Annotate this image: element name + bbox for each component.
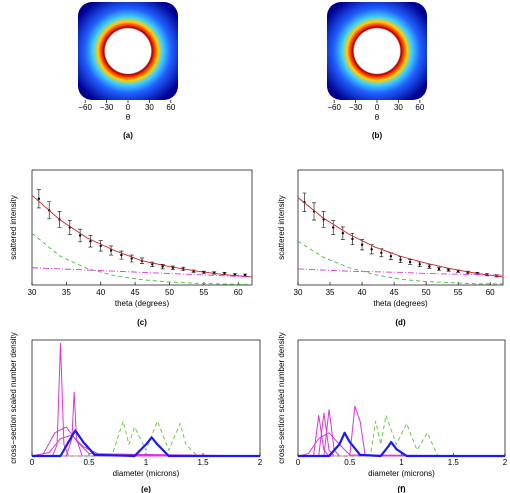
curve — [31, 426, 261, 457]
x-tick-label: 40 — [96, 288, 105, 297]
x-tick-label: 45 — [131, 288, 140, 297]
x-tick-label: 2 — [503, 458, 508, 467]
data-point — [89, 240, 92, 243]
curve — [32, 429, 260, 458]
x-tick-label: 2 — [258, 458, 263, 467]
x-tick-label: 55 — [199, 288, 208, 297]
data-point — [130, 257, 133, 260]
data-point — [99, 244, 102, 248]
curve — [297, 432, 506, 457]
x-tick-label: 1.5 — [197, 458, 209, 467]
x-tick-label: 1 — [144, 458, 149, 467]
data-point — [428, 265, 431, 268]
x-tick-label: 60 — [486, 288, 495, 297]
caption: (d) — [395, 318, 406, 327]
x-tick-label: 50 — [422, 288, 431, 297]
x-tick-label: 30 — [294, 288, 303, 297]
x-tick-label: −60 — [327, 103, 341, 112]
x-tick-label: 0 — [296, 458, 301, 467]
data-point — [360, 243, 364, 246]
data-point — [399, 258, 402, 261]
data-point — [437, 267, 441, 271]
x-axis-label: θ — [126, 113, 131, 122]
scatter-image — [78, 2, 178, 100]
curve — [31, 267, 253, 278]
data-point — [408, 260, 412, 264]
x-tick-label: 0 — [30, 458, 35, 467]
x-tick-label: 60 — [415, 103, 424, 112]
x-tick-label: 30 — [394, 103, 403, 112]
y-axis-label: scattered intensity — [277, 195, 286, 259]
curve — [31, 194, 253, 278]
x-tick-label: 0 — [126, 103, 131, 112]
data-point — [151, 263, 154, 266]
y-axis-label: cross−section scaled number density — [9, 332, 18, 463]
x-tick-label: 35 — [326, 288, 335, 297]
x-tick-label: 60 — [166, 103, 175, 112]
x-tick-label: 1 — [399, 458, 404, 467]
x-tick-label: 45 — [390, 288, 399, 297]
data-point — [389, 255, 393, 258]
data-point — [78, 234, 82, 237]
x-tick-label: 30 — [28, 288, 37, 297]
caption: (c) — [137, 318, 147, 327]
x-tick-label: −60 — [78, 103, 92, 112]
curve — [298, 414, 505, 457]
scatter-image — [327, 2, 427, 100]
curve — [32, 342, 260, 457]
data-point — [223, 272, 226, 275]
data-point — [243, 274, 247, 277]
x-tick-label: 0.5 — [83, 458, 95, 467]
curve — [297, 240, 503, 285]
curve — [297, 268, 504, 276]
x-tick-label: 50 — [165, 288, 174, 297]
plot-frame — [31, 169, 253, 286]
data-point — [447, 268, 450, 272]
x-tick-label: 35 — [62, 288, 71, 297]
plot-frame — [297, 339, 506, 457]
x-tick-label: 1.5 — [448, 458, 460, 467]
data-point — [161, 265, 164, 268]
caption: (e) — [141, 485, 151, 493]
curve — [297, 197, 504, 278]
curve — [298, 431, 505, 458]
caption: (a) — [123, 131, 133, 140]
x-axis-label: θ — [375, 113, 380, 122]
x-tick-label: −30 — [349, 103, 363, 112]
plot-frame — [297, 169, 504, 286]
data-point — [120, 253, 123, 257]
data-point — [37, 197, 41, 200]
data-point — [332, 226, 335, 229]
x-tick-label: 55 — [454, 288, 463, 297]
x-tick-label: 30 — [145, 103, 154, 112]
caption: (b) — [372, 131, 383, 140]
x-axis-label: diameter (microns) — [113, 469, 180, 478]
x-axis-label: theta (degrees) — [115, 299, 170, 308]
x-tick-label: 0 — [375, 103, 380, 112]
x-tick-label: 0.5 — [344, 458, 356, 467]
data-point — [341, 232, 345, 235]
data-point — [351, 237, 354, 241]
x-tick-label: −30 — [100, 103, 114, 112]
y-axis-label: cross−section scaled number density — [277, 332, 286, 463]
plot-frame — [31, 339, 261, 457]
x-tick-label: 40 — [358, 288, 367, 297]
y-axis-label: scattered intensity — [9, 195, 18, 259]
data-point — [370, 248, 373, 251]
x-axis-label: diameter (microns) — [368, 469, 435, 478]
data-point — [380, 251, 383, 254]
curve — [298, 412, 505, 457]
x-tick-label: 60 — [234, 288, 243, 297]
data-point — [418, 263, 421, 266]
x-axis-label: theta (degrees) — [373, 299, 428, 308]
data-point — [109, 249, 113, 252]
caption: (f) — [398, 485, 406, 493]
curve — [31, 232, 253, 285]
